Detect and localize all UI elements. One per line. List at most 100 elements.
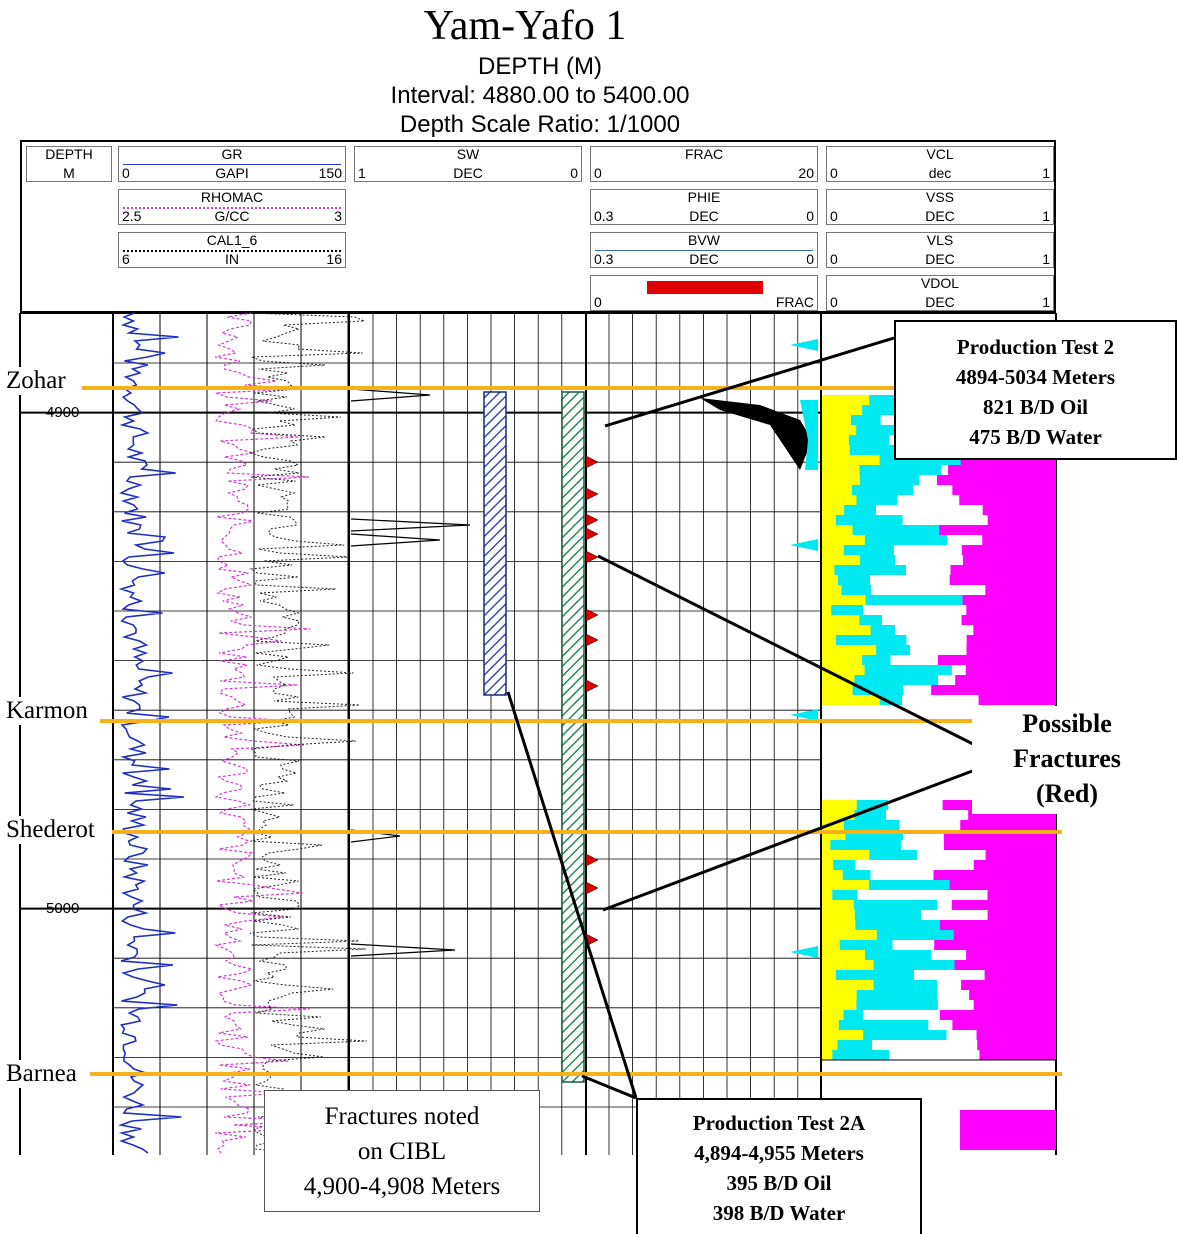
- vls-fill: [869, 575, 950, 585]
- vls-fill: [870, 870, 934, 880]
- vcl-fill: [822, 840, 831, 850]
- gr-max: 150: [318, 165, 342, 181]
- vss-fill: [854, 675, 939, 685]
- depth-label-5000: 5000: [46, 900, 80, 917]
- vcl-fill: [822, 940, 840, 950]
- vdol-header: VDOL 0 DEC 1: [826, 275, 1054, 311]
- vss-fill: [865, 595, 965, 605]
- vls-fill: [928, 1020, 953, 1030]
- cal-min: 6: [122, 251, 130, 267]
- vls-fill: [903, 830, 944, 840]
- rhomac-max: 3: [334, 208, 342, 224]
- vss-fill: [879, 695, 903, 705]
- vdol-fill: [979, 1050, 1056, 1060]
- sw-header: SW 1 DEC 0: [354, 146, 582, 182]
- vcl-fill: [822, 655, 863, 665]
- cal-legend-line: [123, 250, 341, 252]
- depth-header-name: DEPTH: [45, 146, 93, 162]
- vcl-fill: [822, 695, 880, 705]
- vcl-fill: [822, 575, 838, 585]
- phie-min: 0.3: [594, 208, 614, 224]
- vss-fill: [856, 495, 898, 505]
- vls-fill: [889, 1050, 980, 1060]
- vcl-fill: [822, 920, 856, 930]
- cal-header: CAL1_6 6 IN 16: [118, 232, 346, 268]
- vdol-fill: [954, 960, 1056, 970]
- log-curves: [118, 312, 818, 1154]
- vcl-fill: [822, 1000, 857, 1010]
- vls-fill: [920, 910, 988, 920]
- phie-fill: [700, 398, 812, 470]
- vcl-fill: [822, 870, 843, 880]
- sw-name: SW: [456, 146, 480, 162]
- fracture-marker: [585, 853, 599, 867]
- vcl-fill: [822, 665, 865, 675]
- vcl-fill: [822, 910, 855, 920]
- fractures-line3: (Red): [1035, 779, 1099, 808]
- cibl-fractures-callout: Fractures noted on CIBL 4,900-4,908 Mete…: [264, 1090, 540, 1212]
- vss-fill: [859, 555, 896, 565]
- vss-fill: [864, 665, 952, 675]
- vls-fill: [938, 675, 956, 685]
- depth-header: DEPTH M: [26, 146, 112, 182]
- vdol-fill: [962, 555, 1056, 565]
- vdol-fill: [961, 615, 1056, 625]
- vss-fill: [841, 585, 872, 595]
- vcl-header: VCL 0 dec 1: [826, 146, 1054, 182]
- vss-fill: [845, 830, 904, 840]
- vdol-fill: [966, 635, 1056, 645]
- vls-name: VLS: [926, 232, 954, 248]
- vss-fill: [876, 930, 975, 940]
- vss-fill: [831, 605, 864, 615]
- vls-fill: [937, 980, 962, 990]
- vss-fill: [870, 625, 896, 635]
- vls-fill: [895, 555, 963, 565]
- pt2a-oil: 395 B/D Oil: [726, 1171, 832, 1195]
- vss-fill: [873, 980, 938, 990]
- vdol-fill: [948, 465, 1056, 475]
- vcl-fill: [822, 850, 870, 860]
- sw-spike: [350, 533, 441, 547]
- vls-fill: [937, 990, 970, 1000]
- cal-unit: IN: [225, 251, 239, 267]
- vcl-fill: [822, 1020, 839, 1030]
- vls-fill: [855, 860, 974, 870]
- vdol-fill: [966, 605, 1056, 615]
- pt2-oil: 821 B/D Oil: [982, 395, 1088, 419]
- vss-fill: [848, 435, 890, 445]
- bvw-unit: DEC: [689, 251, 719, 267]
- frac-min: 0: [594, 165, 602, 181]
- pt2a-interval-bar: [483, 391, 507, 696]
- rhomac-unit: G/CC: [214, 208, 250, 224]
- vdol-fill: [943, 840, 1056, 850]
- vls-fill: [888, 800, 943, 810]
- vss-fill: [859, 475, 920, 485]
- vss-header: VSS 0 DEC 1: [826, 189, 1054, 225]
- vdol-name: VDOL: [920, 275, 960, 291]
- vss-fill: [862, 405, 920, 415]
- vss-fill: [854, 910, 921, 920]
- frac-max: 20: [798, 165, 814, 181]
- vcl-fill: [822, 615, 860, 625]
- vss-fill: [833, 860, 856, 870]
- vcl-fill: [822, 475, 860, 485]
- pt2a-leader-left: [506, 691, 638, 1099]
- scale-ratio-label: Depth Scale Ratio: 1/1000: [399, 111, 681, 138]
- vls-fill: [886, 810, 969, 820]
- frac-name: FRAC: [684, 146, 724, 162]
- pt2-water: 475 B/D Water: [969, 425, 1102, 449]
- depth-header-unit: M: [63, 165, 75, 181]
- interval-label: Interval: 4880.00 to 5400.00: [390, 82, 690, 109]
- vss-fill: [879, 455, 975, 465]
- vdol-fill: [952, 485, 1056, 495]
- vcl-fill: [822, 565, 835, 575]
- vdol-fill: [966, 645, 1056, 655]
- vcl-fill: [822, 465, 860, 475]
- bvw-spike: [790, 339, 818, 351]
- vls-fill: [903, 685, 932, 695]
- vss-fill: [869, 395, 906, 405]
- vls-fill: [876, 505, 983, 515]
- vcl-fill: [822, 545, 844, 555]
- vdol-fill: [934, 940, 1056, 950]
- vss-fill: [856, 800, 889, 810]
